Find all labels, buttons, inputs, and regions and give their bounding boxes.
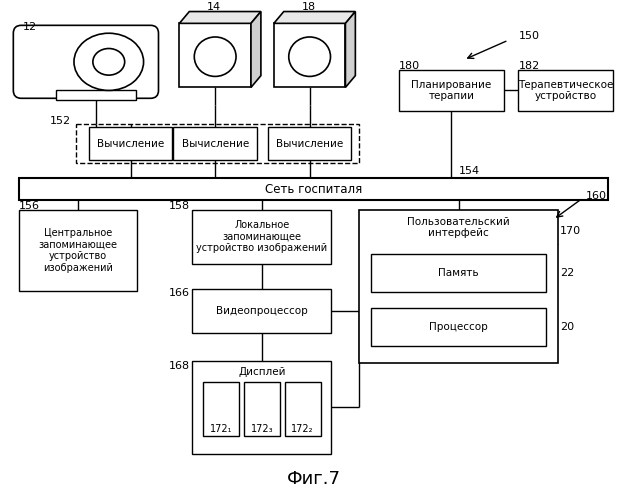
FancyBboxPatch shape	[284, 382, 320, 436]
Ellipse shape	[194, 37, 236, 76]
Text: 180: 180	[399, 61, 420, 71]
Text: Пользовательский
интерфейс: Пользовательский интерфейс	[408, 216, 510, 238]
FancyBboxPatch shape	[244, 382, 280, 436]
Text: 158: 158	[169, 201, 190, 211]
Text: 18: 18	[301, 2, 316, 12]
FancyBboxPatch shape	[399, 70, 504, 111]
Text: Фиг.7: Фиг.7	[286, 470, 340, 488]
FancyBboxPatch shape	[359, 210, 558, 362]
Text: Вычисление: Вычисление	[181, 138, 249, 148]
Polygon shape	[180, 12, 261, 24]
FancyBboxPatch shape	[13, 26, 158, 99]
FancyBboxPatch shape	[173, 127, 257, 160]
Polygon shape	[251, 12, 261, 88]
Text: 160: 160	[586, 191, 607, 201]
Text: Планирование
терапии: Планирование терапии	[411, 80, 492, 101]
FancyBboxPatch shape	[203, 382, 239, 436]
FancyBboxPatch shape	[19, 210, 137, 290]
Text: 12: 12	[23, 22, 38, 32]
FancyBboxPatch shape	[371, 308, 546, 346]
Text: 14: 14	[207, 2, 221, 12]
Ellipse shape	[74, 33, 144, 90]
Text: 172₁: 172₁	[210, 424, 232, 434]
Text: 20: 20	[560, 322, 575, 332]
FancyBboxPatch shape	[180, 24, 251, 88]
FancyBboxPatch shape	[371, 254, 546, 292]
Text: 150: 150	[519, 31, 539, 41]
Text: Вычисление: Вычисление	[276, 138, 344, 148]
Text: 168: 168	[169, 362, 190, 372]
FancyBboxPatch shape	[56, 90, 136, 101]
Text: 152: 152	[50, 116, 71, 126]
Text: Сеть госпиталя: Сеть госпиталя	[265, 182, 362, 196]
Text: Центральное
запоминающее
устройство
изображений: Центральное запоминающее устройство изоб…	[38, 228, 117, 272]
Text: Процессор: Процессор	[430, 322, 488, 332]
Polygon shape	[274, 12, 355, 24]
FancyBboxPatch shape	[274, 24, 345, 88]
Text: Дисплей: Дисплей	[238, 368, 286, 378]
FancyBboxPatch shape	[192, 288, 332, 333]
Text: 170: 170	[560, 226, 582, 236]
Text: 166: 166	[170, 288, 190, 298]
FancyBboxPatch shape	[19, 178, 608, 200]
Text: 156: 156	[19, 201, 40, 211]
Text: 182: 182	[519, 61, 539, 71]
Polygon shape	[345, 12, 355, 88]
FancyBboxPatch shape	[192, 360, 332, 454]
Text: 172₃: 172₃	[251, 424, 273, 434]
Text: 154: 154	[459, 166, 480, 176]
FancyBboxPatch shape	[268, 127, 352, 160]
Text: Память: Память	[438, 268, 479, 278]
Text: Локальное
запоминающее
устройство изображений: Локальное запоминающее устройство изобра…	[197, 220, 327, 254]
Text: Терапевтическое
устройство: Терапевтическое устройство	[518, 80, 614, 101]
FancyBboxPatch shape	[89, 127, 173, 160]
Ellipse shape	[93, 48, 125, 75]
Text: Вычисление: Вычисление	[97, 138, 165, 148]
FancyBboxPatch shape	[519, 70, 613, 111]
Text: 22: 22	[560, 268, 575, 278]
FancyBboxPatch shape	[192, 210, 332, 264]
Text: Видеопроцессор: Видеопроцессор	[216, 306, 308, 316]
Text: 172₂: 172₂	[291, 424, 314, 434]
Ellipse shape	[289, 37, 330, 76]
